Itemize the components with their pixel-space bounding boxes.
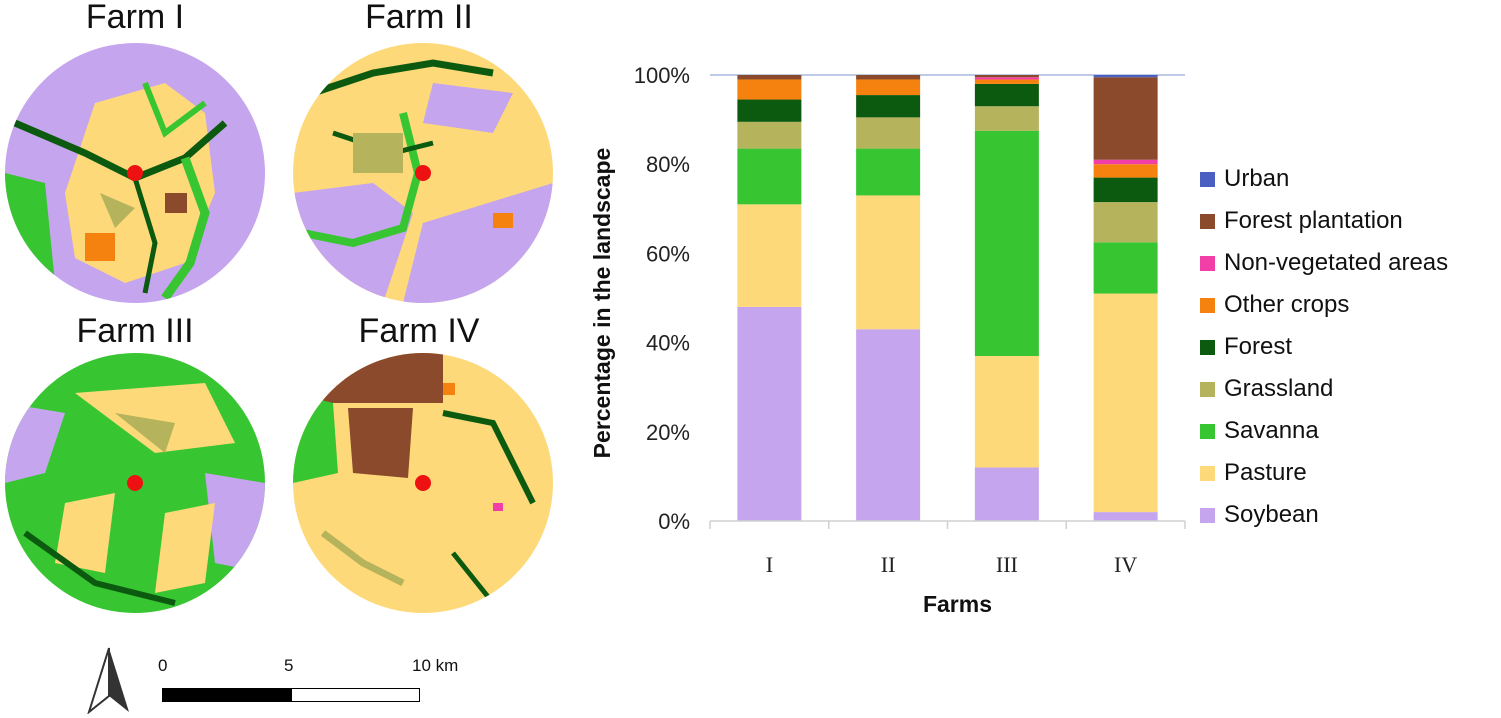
bar-savanna-iii	[974, 130, 1039, 356]
x-tick-label: II	[881, 552, 896, 577]
bar-savanna-iv	[1093, 242, 1158, 294]
bar-grassland-i	[737, 121, 802, 149]
y-tick-label: 60%	[646, 241, 690, 266]
x-tick-label: IV	[1114, 552, 1137, 577]
bar-forest-ii	[856, 95, 921, 118]
bar-forest-plantation-ii	[856, 75, 921, 80]
legend-item-grassland: Grassland	[1200, 368, 1448, 410]
legend-label: Savanna	[1224, 417, 1319, 444]
bar-forest-i	[737, 99, 802, 122]
bar-other-crops-i	[737, 79, 802, 100]
legend-swatch	[1200, 171, 1215, 187]
y-axis-title: Percentage in the landscape	[589, 148, 615, 459]
legend-swatch	[1200, 255, 1215, 271]
y-tick-label: 0%	[658, 509, 690, 534]
legend-swatch	[1200, 507, 1215, 523]
legend-item-savanna: Savanna	[1200, 410, 1448, 452]
x-tick-label: III	[996, 552, 1018, 577]
legend-item-forest: Forest	[1200, 326, 1448, 368]
bar-soybean-i	[737, 306, 802, 521]
bar-soybean-ii	[856, 329, 921, 521]
legend-label: Urban	[1224, 165, 1290, 192]
legend-label: Pasture	[1224, 459, 1307, 486]
bar-pasture-ii	[856, 195, 921, 330]
bar-soybean-iv	[1093, 512, 1158, 521]
legend-item-forest-plantation: Forest plantation	[1200, 200, 1448, 242]
farm-ii-title: Farm II	[365, 0, 473, 36]
scale-label-0: 0	[158, 656, 168, 675]
legend-label: Forest	[1224, 333, 1293, 360]
legend-swatch	[1200, 297, 1215, 313]
chart-legend: Urban Forest plantation Non-vegetated area…	[1200, 158, 1448, 536]
scale-label-10km: 10 km	[412, 656, 459, 675]
bar-pasture-iv	[1093, 293, 1158, 513]
farm-i-title: Farm I	[85, 0, 185, 36]
bar-forest-iv	[1093, 177, 1158, 203]
y-tick-label: 40%	[646, 331, 690, 356]
bar-other-crops-iii	[974, 79, 1039, 84]
bar-urban-iv	[1093, 75, 1158, 78]
legend-swatch	[1200, 381, 1215, 397]
x-axis-title: Farms	[923, 591, 992, 617]
bar-grassland-iii	[974, 106, 1039, 131]
scale-bar-black-segment	[162, 688, 291, 702]
legend-item-pasture: Pasture	[1200, 452, 1448, 494]
legend-item-soybean: Soybean	[1200, 494, 1448, 536]
y-tick-label: 80%	[646, 152, 690, 177]
bar-savanna-i	[737, 148, 802, 205]
bar-grassland-iv	[1093, 202, 1158, 243]
bar-non-vegetated-areas-iv	[1093, 159, 1158, 165]
bar-grassland-ii	[856, 117, 921, 149]
bar-forest-iii	[974, 83, 1039, 107]
bar-other-crops-ii	[856, 79, 921, 96]
bar-forest-plantation-i	[737, 75, 802, 80]
bar-forest-plantation-iii	[974, 75, 1039, 78]
legend-label: Grassland	[1224, 375, 1334, 402]
legend-swatch	[1200, 213, 1215, 229]
legend-swatch	[1200, 423, 1215, 439]
x-tick-label: I	[766, 552, 773, 577]
legend-label: Non-vegetated areas	[1224, 249, 1449, 276]
legend-label: Forest plantation	[1224, 207, 1403, 234]
bar-forest-plantation-iv	[1093, 77, 1158, 160]
y-tick-label: 20%	[646, 420, 690, 445]
scale-bar-white-segment	[291, 688, 420, 702]
farm-iii-title: Farm III	[76, 312, 194, 350]
legend-item-other-crops: Other crops	[1200, 284, 1448, 326]
legend-label: Soybean	[1224, 501, 1319, 528]
legend-swatch	[1200, 339, 1215, 355]
bar-savanna-ii	[856, 148, 921, 196]
bar-pasture-i	[737, 204, 802, 307]
bar-non-vegetated-areas-iii	[974, 77, 1039, 80]
bar-pasture-iii	[974, 355, 1039, 468]
bar-other-crops-iv	[1093, 164, 1158, 178]
north-arrow-icon	[87, 647, 129, 714]
farm-iii-map	[5, 353, 265, 613]
bar-soybean-iii	[974, 467, 1039, 521]
y-tick-label: 100%	[634, 63, 690, 88]
scale-label-5: 5	[284, 656, 294, 675]
legend-item-non-vegetated-areas: Non-vegetated areas	[1200, 242, 1448, 284]
legend-item-urban: Urban	[1200, 158, 1448, 200]
legend-swatch	[1200, 465, 1215, 481]
farm-i-map	[5, 43, 265, 303]
farm-iv-title: Farm IV	[358, 312, 480, 350]
legend-label: Other crops	[1224, 291, 1350, 318]
